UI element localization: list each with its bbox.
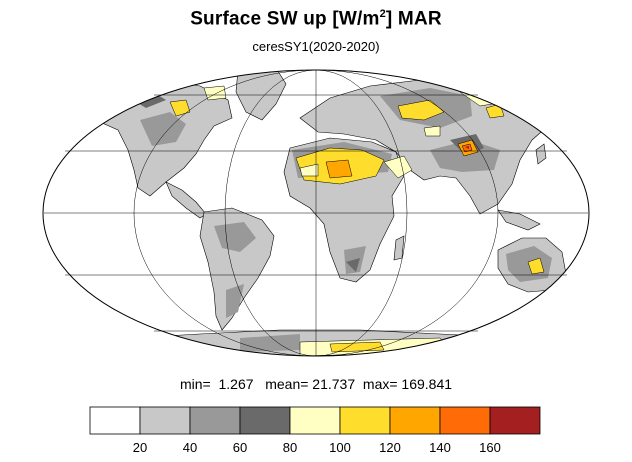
map-title: Surface SW up [W/m2] MAR xyxy=(190,8,442,30)
colorbar-tick-label: 40 xyxy=(182,440,198,455)
colorbar-swatch xyxy=(439,406,491,435)
colorbar-tick-label: 60 xyxy=(232,440,248,455)
colorbar-tick-label: 100 xyxy=(329,440,351,455)
colorbar-swatch xyxy=(389,406,441,435)
colorbar-swatch xyxy=(289,406,341,435)
colorbar-swatch xyxy=(139,406,191,435)
colorbar-tick-label: 120 xyxy=(379,440,401,455)
map-statistics: min= 1.267 mean= 21.737 max= 169.841 xyxy=(179,376,453,392)
colorbar-tick-label: 160 xyxy=(479,440,501,455)
map-subtitle: ceresSY1(2020-2020) xyxy=(252,39,380,54)
landmass-madagascar xyxy=(393,235,405,261)
landmass-central-america xyxy=(165,181,207,219)
colorbar-swatch xyxy=(189,406,241,435)
colorbar-swatch xyxy=(339,406,391,435)
colorbar-swatch xyxy=(89,406,141,435)
map-outline xyxy=(42,69,590,357)
colorbar-swatch xyxy=(239,406,291,435)
colorbar xyxy=(89,406,541,435)
colorbar-tick-label: 140 xyxy=(429,440,451,455)
landmass-southeast-asia xyxy=(497,209,541,231)
colorbar-swatch xyxy=(489,406,541,435)
colorbar-tick-label: 80 xyxy=(282,440,298,455)
colorbar-tick-label: 20 xyxy=(132,440,148,455)
